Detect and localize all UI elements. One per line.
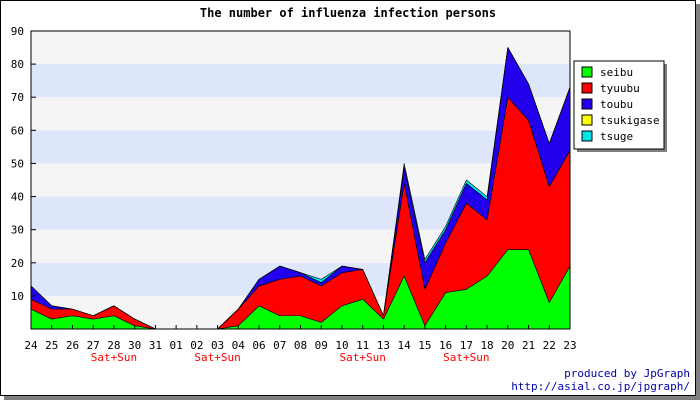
x-tick-label: 23 [563,339,576,352]
x-tick-label: 01 [169,339,182,352]
legend-label-tyuubu: tyuubu [600,82,640,95]
weekend-label: Sat+Sun [443,351,489,364]
x-tick-label: 30 [128,339,141,352]
x-tick-label: 18 [480,339,493,352]
legend-label-toubu: toubu [600,98,633,111]
x-tick-label: 08 [294,339,307,352]
x-tick-label: 09 [315,339,328,352]
legend: seibu tyuubu toubu tsukigase tsuge [573,60,667,152]
y-tick-label: 10 [11,290,24,303]
y-tick-label: 40 [11,191,24,204]
x-tick-label: 07 [273,339,286,352]
grid-band [31,31,570,65]
weekend-label: Sat+Sun [194,351,240,364]
legend-label-seibu: seibu [600,66,633,79]
legend-swatch-toubu [581,98,593,110]
grid-band [31,130,570,164]
x-tick-label: 28 [107,339,120,352]
x-tick-label: 13 [377,339,390,352]
x-tick-label: 04 [232,339,246,352]
legend-swatch-seibu [581,66,593,78]
weekend-label: Sat+Sun [340,351,386,364]
legend-swatch-tsuge [581,130,593,142]
x-tick-label: 10 [335,339,348,352]
legend-swatch-tyuubu [581,82,593,94]
y-tick-label: 60 [11,124,24,137]
credit-line-1: produced by JpGraph [564,367,690,380]
grid-band [31,64,570,98]
x-tick-label: 15 [418,339,431,352]
x-tick-label: 24 [24,339,38,352]
x-tick-label: 03 [211,339,224,352]
x-tick-label: 31 [149,339,162,352]
x-tick-label: 21 [522,339,535,352]
y-tick-label: 70 [11,91,24,104]
legend-swatch-tsukigase [581,114,593,126]
x-tick-label: 17 [460,339,473,352]
x-tick-label: 16 [439,339,452,352]
legend-label-tsukigase: tsukigase [600,114,660,127]
legend-label-tsuge: tsuge [600,130,633,143]
x-tick-label: 27 [87,339,100,352]
chart: The number of influenza infection person… [11,6,690,393]
x-tick-label: 14 [398,339,412,352]
x-tick-label: 26 [66,339,79,352]
x-tick-label: 25 [45,339,58,352]
x-tick-label: 02 [190,339,203,352]
chart-title: The number of influenza infection person… [200,6,496,20]
x-tick-label: 20 [501,339,514,352]
y-tick-label: 90 [11,25,24,38]
x-tick-label: 22 [543,339,556,352]
y-tick-label: 50 [11,157,24,170]
grid-band [31,97,570,131]
y-tick-label: 80 [11,58,24,71]
y-tick-label: 20 [11,257,24,270]
weekend-label: Sat+Sun [91,351,137,364]
y-tick-label: 30 [11,224,24,237]
credit-link[interactable]: http://asial.co.jp/jpgraph/ [511,380,690,393]
x-tick-label: 06 [252,339,265,352]
x-tick-label: 11 [356,339,369,352]
